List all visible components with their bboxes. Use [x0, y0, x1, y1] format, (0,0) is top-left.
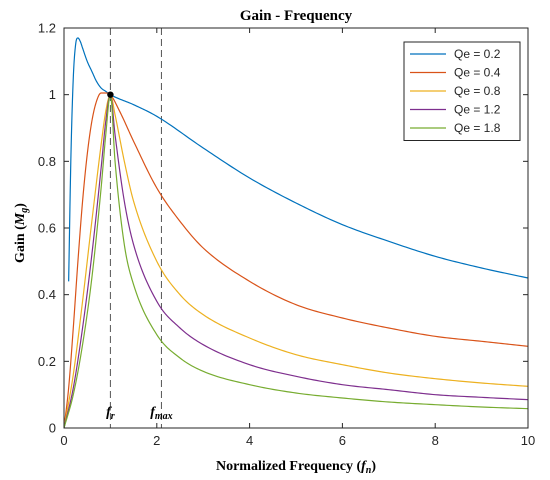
x-axis-label-close-paren: ): [371, 459, 376, 474]
x-axis-label-symbol: f: [361, 459, 367, 474]
x-tick-label: 6: [339, 433, 346, 448]
series-line-2: [64, 94, 528, 428]
x-tick-label: 2: [153, 433, 160, 448]
x-axis-label: Normalized Frequency (fn): [216, 459, 376, 476]
y-axis-label-symbol: M: [13, 212, 28, 226]
resonance-point-marker: [107, 91, 114, 98]
x-axis-label-open-paren: (: [353, 459, 362, 474]
chart-title: Gain - Frequency: [240, 8, 353, 24]
axes: 0 2 4 6 8 10 0 0.2 0.4 0.6 0.8 1 1.2: [38, 21, 535, 449]
reference-line-label-main: f: [106, 405, 112, 420]
y-tick-label: 0.4: [38, 287, 56, 302]
series-line-0: [68, 37, 528, 282]
y-tick-label: 0.2: [38, 354, 56, 369]
x-tick-label: 10: [521, 433, 535, 448]
reference-line-label-0: fr: [106, 405, 115, 422]
y-axis-label-subscript: g: [19, 208, 30, 214]
x-tick-label: 8: [432, 433, 439, 448]
y-axis-label: Gain (Mg): [13, 203, 30, 263]
x-axis-label-text: Normalized Frequency: [216, 459, 353, 474]
reference-line-label-main: f: [150, 405, 156, 420]
x-tick-label: 4: [246, 433, 253, 448]
series-line-1: [64, 92, 528, 428]
y-axis-label-text: Gain: [13, 233, 28, 263]
plot-area: fr fmax: [64, 28, 528, 428]
legend: Qe = 0.2 Qe = 0.4 Qe = 0.8 Qe = 1.2 Qe = 1.8: [403, 41, 521, 141]
y-tick-label: 1: [49, 87, 56, 102]
reference-line-label-sub: max: [155, 411, 173, 422]
reference-line-label-1: fmax: [150, 405, 172, 422]
legend-label-4: Qe = 1.8: [454, 121, 501, 135]
x-tick-label: 0: [60, 433, 67, 448]
y-axis-label-close-paren: ): [13, 203, 28, 208]
y-tick-label: 0.6: [38, 221, 56, 236]
legend-label-1: Qe = 0.4: [454, 66, 501, 80]
series-line-3: [64, 93, 528, 428]
x-axis-label-subscript: n: [366, 465, 372, 476]
y-tick-label: 0: [49, 421, 56, 436]
series-line-4: [64, 93, 528, 428]
legend-label-0: Qe = 0.2: [454, 47, 501, 61]
legend-label-2: Qe = 0.8: [454, 84, 501, 98]
legend-label-3: Qe = 1.2: [454, 103, 501, 117]
y-tick-label: 1.2: [38, 21, 56, 36]
y-tick-label: 0.8: [38, 154, 56, 169]
reference-line-label-sub: r: [111, 411, 115, 422]
y-axis-label-open-paren: (: [13, 225, 28, 234]
